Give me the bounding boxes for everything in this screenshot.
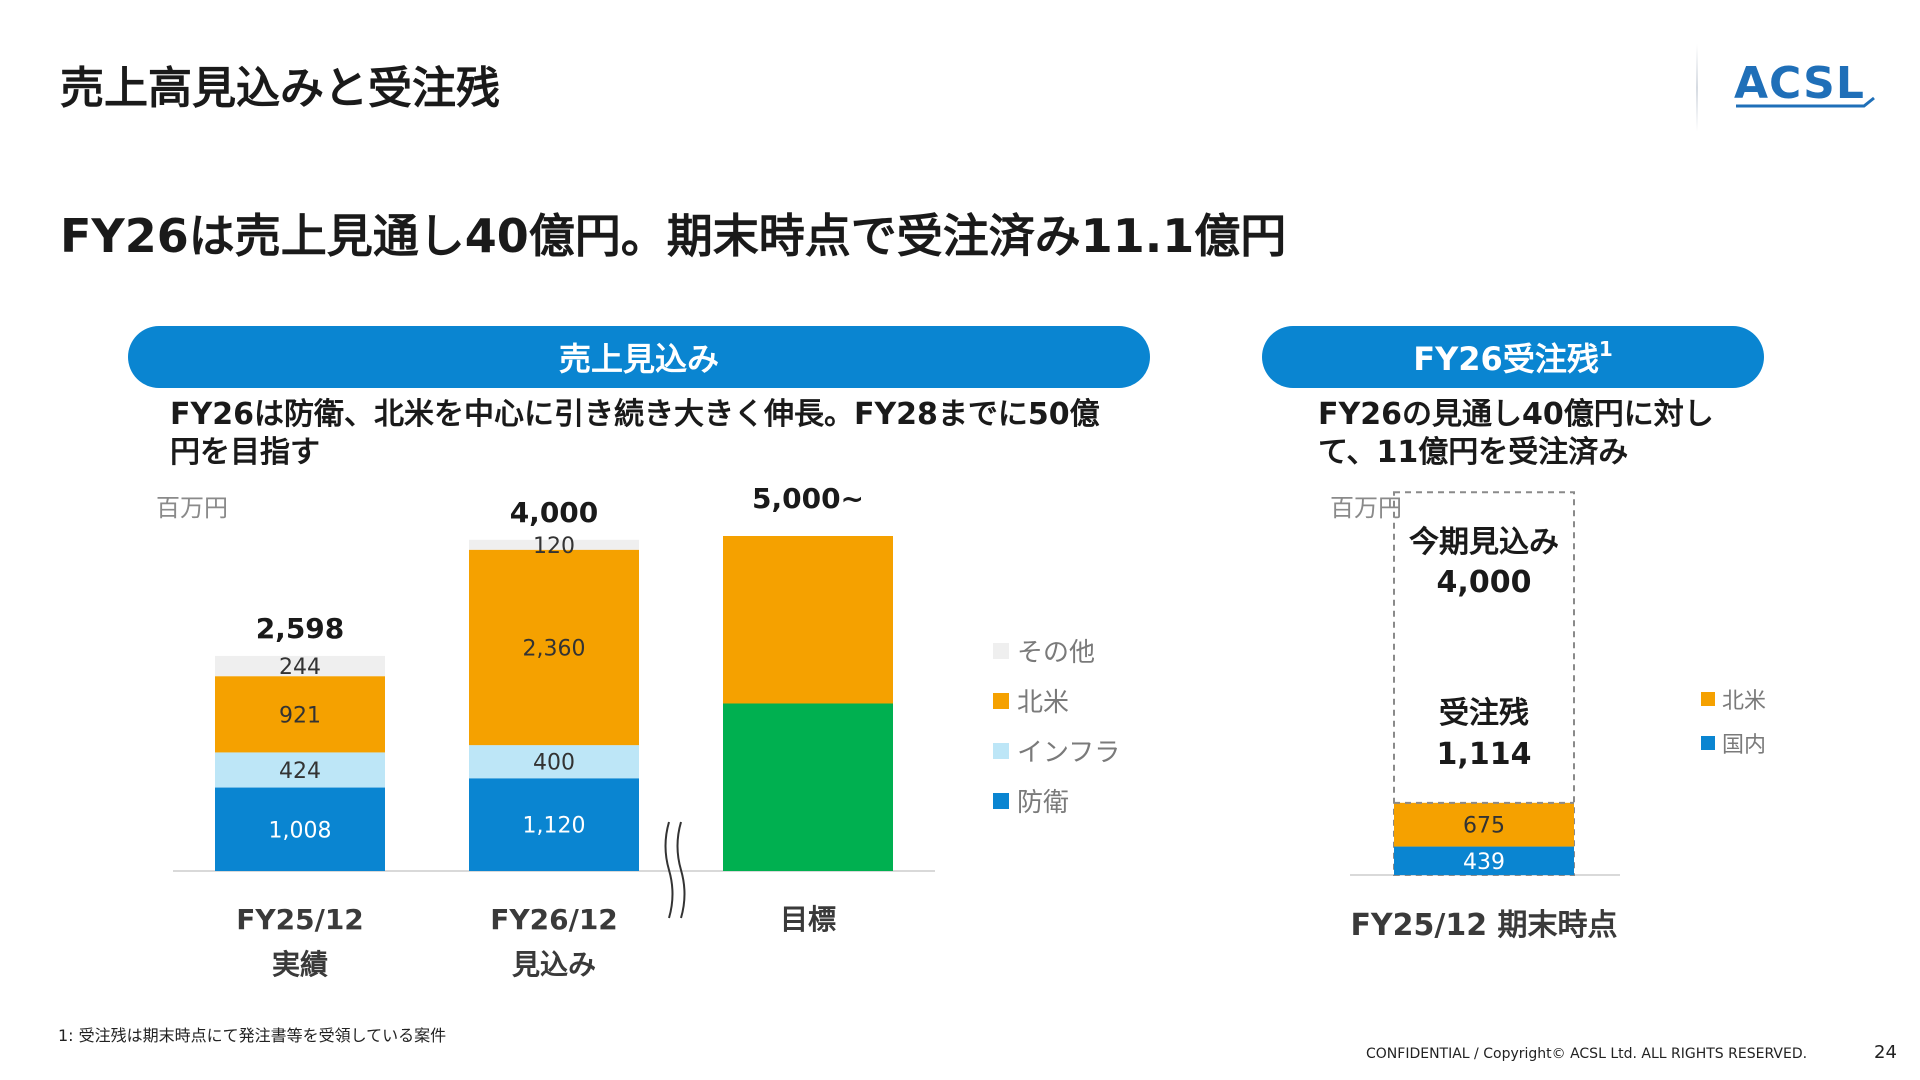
category-label: FY26/12 <box>490 903 618 936</box>
page-title: 売上高見込みと受注残 <box>60 63 500 114</box>
sales-description: FY26は防衛、北米を中心に引き続き大きく伸長。FY28までに50億円を目指す <box>170 397 1100 470</box>
category-label: FY25/12 <box>236 903 364 936</box>
data-label: 1,008 <box>269 818 332 843</box>
bar-segment <box>469 539 639 550</box>
bar-segment <box>1394 802 1574 847</box>
footnote-marker: 1 <box>1598 337 1613 361</box>
bar-segment <box>215 655 385 677</box>
unit-label: 百万円 <box>1330 494 1402 522</box>
legend-swatch <box>993 793 1009 809</box>
data-label: 424 <box>279 759 321 784</box>
bar-segment <box>469 745 639 779</box>
category-label: 実績 <box>272 948 328 981</box>
bar-segment <box>723 536 893 704</box>
data-label: 120 <box>533 534 575 559</box>
legend-swatch <box>1701 736 1715 750</box>
legend-swatch <box>1701 692 1715 706</box>
bar-segment <box>215 752 385 788</box>
category-label: 見込み <box>512 948 596 981</box>
legend-label: その他 <box>1017 638 1095 668</box>
legend-label: 防衛 <box>1017 788 1069 818</box>
headline: FY26は売上見通し40億円。期末時点で受注済み11.1億円 <box>60 209 1287 263</box>
category-label: 目標 <box>780 903 836 936</box>
section-header-sales-forecast: 売上見込み <box>128 326 1150 388</box>
data-label: 244 <box>279 655 321 680</box>
legend-label: 北米 <box>1722 689 1766 714</box>
bar-segment <box>215 676 385 753</box>
copyright: CONFIDENTIAL / Copyright© ACSL Ltd. ALL … <box>1366 1046 1808 1062</box>
axis-break-mark <box>676 821 686 919</box>
category-label: FY25/12 期末時点 <box>1350 908 1617 943</box>
backlog-label: 1,114 <box>1437 737 1532 772</box>
data-label: 1,120 <box>523 814 586 839</box>
legend-swatch <box>993 643 1009 659</box>
legend-label: インフラ <box>1017 738 1120 768</box>
legend-swatch <box>993 743 1009 759</box>
total-label: 5,000~ <box>752 482 864 515</box>
logo-text: ACSL <box>1734 58 1865 109</box>
legend-label: 北米 <box>1017 688 1069 718</box>
section-header-label: FY26受注残 <box>1413 340 1599 378</box>
data-label: 2,360 <box>523 636 586 661</box>
axis-break-mark <box>664 821 674 919</box>
total-label: 4,000 <box>510 496 599 529</box>
section-header-label: 売上見込み <box>558 340 719 378</box>
data-label: 400 <box>533 751 575 776</box>
bar-segment <box>215 787 385 871</box>
section-header-backlog: FY26受注残 1 <box>1262 326 1764 388</box>
logo-divider <box>1696 44 1698 132</box>
bar-segment <box>1394 846 1574 875</box>
backlog-label: 受注残 <box>1439 696 1529 731</box>
data-label: 675 <box>1463 814 1505 839</box>
legend-swatch <box>993 693 1009 709</box>
logo-swoosh <box>1736 96 1875 108</box>
forecast-label: 4,000 <box>1437 565 1532 600</box>
acsl-logo: ACSL <box>1734 58 1875 109</box>
bar-segment <box>723 703 893 871</box>
backlog-description: FY26の見通し40億円に対して、11億円を受注済み <box>1318 397 1714 470</box>
forecast-label: 今期見込み <box>1409 525 1559 560</box>
data-label: 439 <box>1463 850 1505 875</box>
total-label: 2,598 <box>256 612 345 645</box>
page-number: 24 <box>1874 1042 1897 1063</box>
footnote: 1: 受注残は期末時点にて発注書等を受領している案件 <box>58 1026 447 1045</box>
data-label: 921 <box>279 703 321 728</box>
unit-label: 百万円 <box>156 494 228 522</box>
bar-segment <box>469 549 639 746</box>
bar-segment <box>469 778 639 871</box>
legend-label: 国内 <box>1722 733 1766 758</box>
